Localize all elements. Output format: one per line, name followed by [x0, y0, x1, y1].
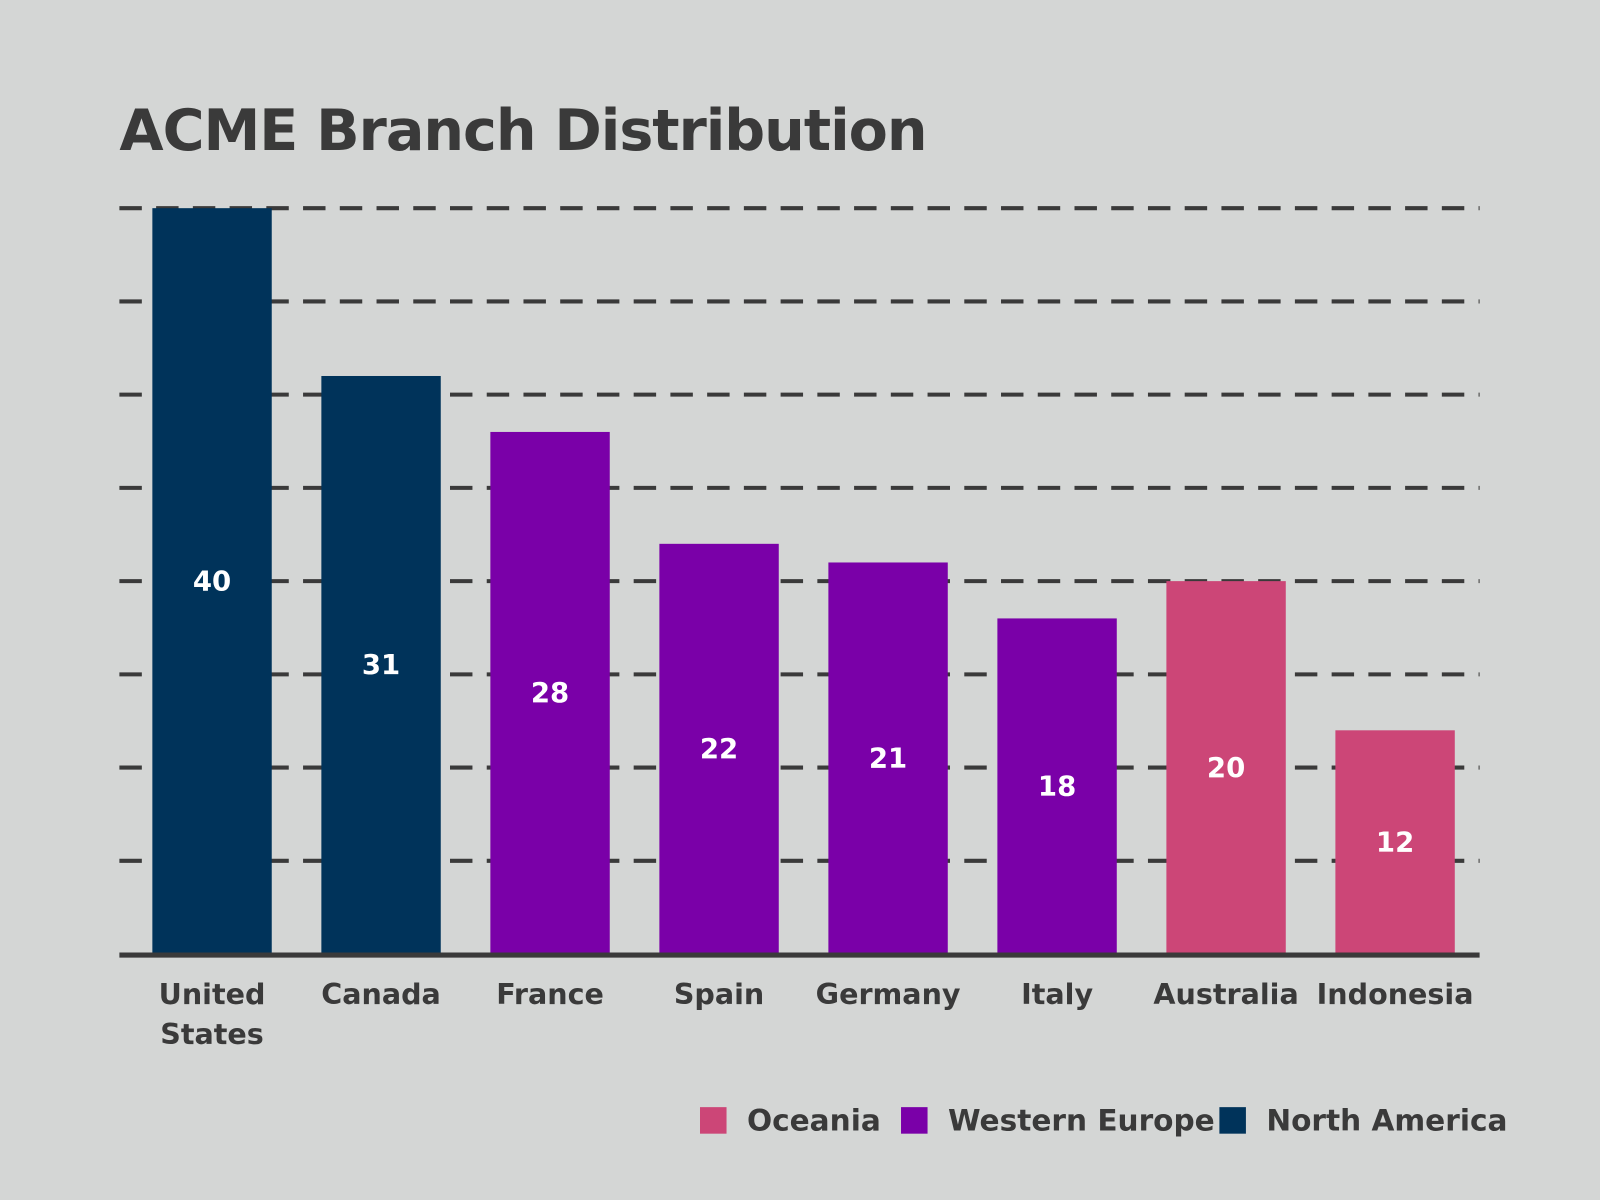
legend-swatch — [1219, 1107, 1246, 1134]
bars: 40 31 28 22 21 18 20 12 — [152, 208, 1455, 955]
bar — [828, 562, 948, 955]
x-tick-label: Italy — [1021, 977, 1093, 1011]
legend-swatch — [901, 1107, 928, 1134]
x-tick-label: Indonesia — [1317, 977, 1474, 1011]
bar — [1166, 581, 1286, 955]
legend-item: North America — [1219, 1104, 1507, 1138]
x-tick-label: Australia — [1153, 977, 1298, 1011]
data-label: 21 — [869, 742, 907, 774]
data-label: 12 — [1376, 826, 1414, 858]
legend-label: Western Europe — [948, 1104, 1215, 1138]
x-tick-label: Germany — [816, 977, 961, 1011]
bar — [659, 543, 779, 955]
legend-label: North America — [1266, 1104, 1507, 1138]
bar — [997, 618, 1117, 955]
data-label: 18 — [1038, 770, 1076, 802]
legend-item: Oceania — [700, 1104, 881, 1138]
data-label: 31 — [362, 649, 400, 681]
legend-item: Western Europe — [901, 1104, 1215, 1138]
x-tick-labels: United States Canada France Spain Germany Ital… — [159, 977, 1474, 1051]
chart-title: ACME Branch Distribution — [119, 98, 926, 164]
bar — [490, 431, 610, 955]
x-tick-label: Canada — [321, 977, 441, 1011]
bar — [321, 375, 441, 955]
bar — [1335, 730, 1455, 955]
bar — [152, 208, 272, 955]
legend-label: Oceania — [747, 1104, 881, 1138]
data-label: 20 — [1207, 752, 1245, 784]
data-label: 22 — [700, 733, 738, 765]
legend: Oceania Western Europe North America — [700, 1104, 1507, 1138]
legend-swatch — [700, 1107, 727, 1134]
x-tick-label: United States — [159, 977, 266, 1051]
x-tick-label: France — [496, 977, 604, 1011]
data-label: 40 — [193, 565, 231, 597]
data-label: 28 — [531, 677, 569, 709]
x-tick-label: Spain — [674, 977, 764, 1011]
